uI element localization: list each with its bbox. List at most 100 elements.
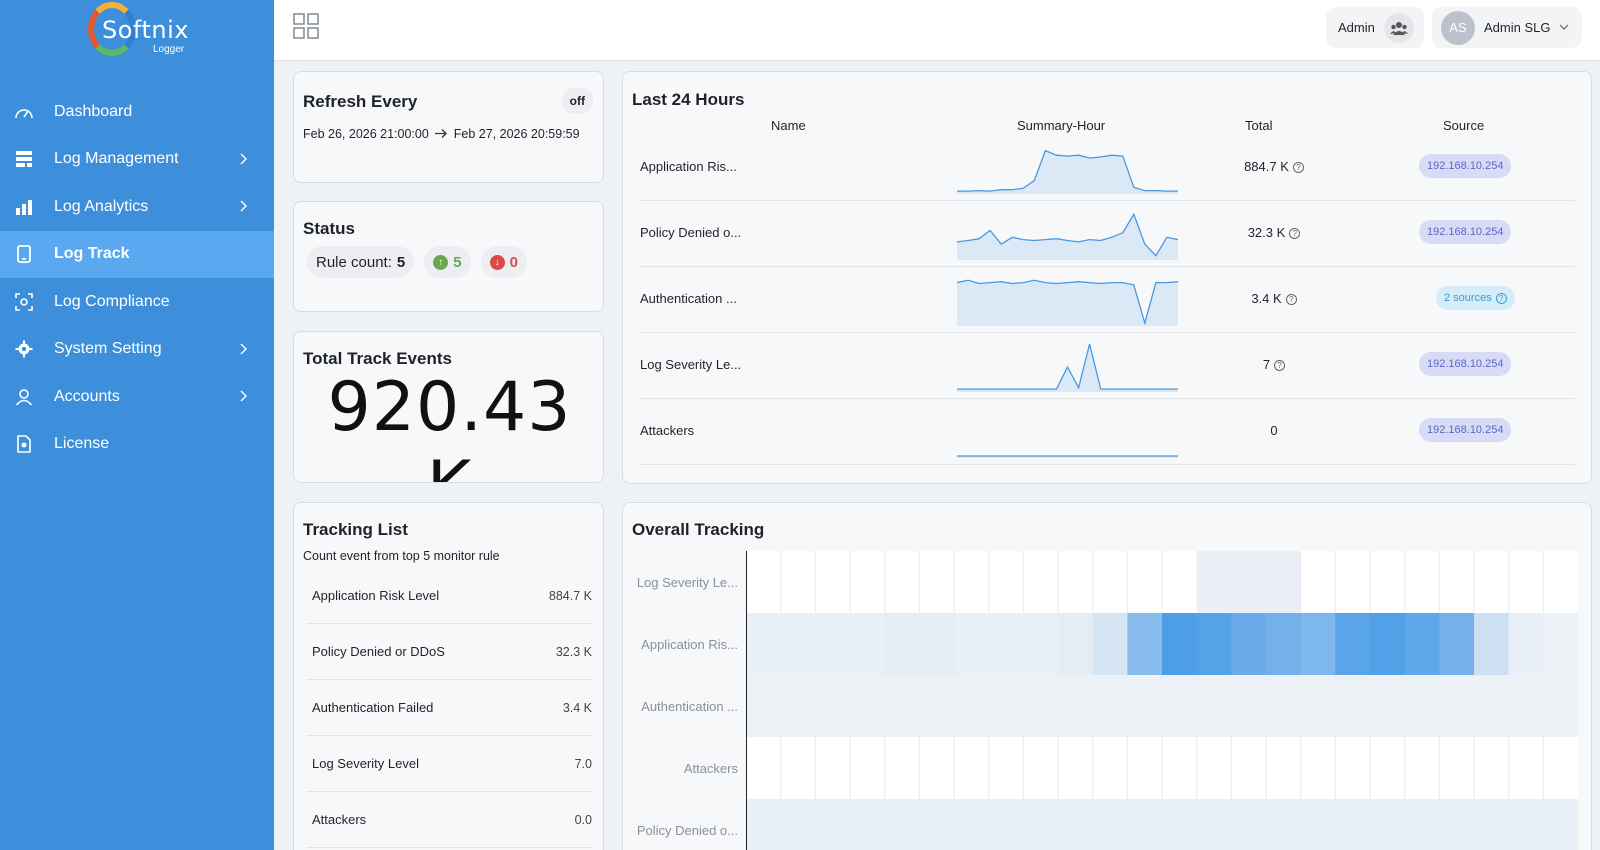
heatmap-cell	[1162, 551, 1198, 613]
list-item-value: 3.4 K	[562, 700, 592, 715]
heatmap-row-label: Authentication ...	[641, 699, 738, 714]
heatmap-cell	[988, 799, 1024, 850]
list-item[interactable]: Policy Denied or DDoS 32.3 K	[307, 624, 592, 680]
heatmap-cell	[988, 737, 1024, 799]
col-header-source: Source	[1443, 118, 1485, 133]
table-row[interactable]: Policy Denied o... 32.3 K? 192.168.10.254	[640, 201, 1575, 267]
refresh-card: Refresh Every off Feb 26, 2026 21:00:00 …	[293, 71, 604, 183]
heatmap-cell	[954, 675, 990, 737]
heatmap-cell	[988, 551, 1024, 613]
time-range[interactable]: Feb 26, 2026 21:00:00 Feb 27, 2026 20:59…	[303, 127, 580, 141]
heatmap-cell	[850, 613, 886, 675]
heatmap-cell	[954, 799, 990, 850]
list-item[interactable]: Log Severity Level 7.0	[307, 736, 592, 792]
sidebar-item-label: Accounts	[54, 387, 120, 405]
heatmap-cell	[1058, 551, 1094, 613]
row-total: 32.3 K?	[1185, 225, 1363, 240]
overall-heatmap	[746, 551, 1578, 850]
last-24-title: Last 24 Hours	[632, 90, 745, 109]
heatmap-cell	[1335, 799, 1371, 850]
source-badge[interactable]: 192.168.10.254	[1419, 352, 1512, 376]
sidebar-item-dashboard[interactable]: Dashboard	[0, 88, 274, 136]
heatmap-cell	[1508, 737, 1544, 799]
heatmap-cell	[1162, 613, 1198, 675]
heatmap-cell	[1231, 551, 1267, 613]
table-row[interactable]: Application Ris... 884.7 K? 192.168.10.254	[640, 135, 1575, 201]
heatmap-cell	[1439, 799, 1475, 850]
role-switcher-button[interactable]: Admin	[1326, 7, 1424, 48]
sidebar-item-license[interactable]: License	[0, 421, 274, 469]
heatmap-cell	[1023, 613, 1059, 675]
heatmap-cell	[1335, 551, 1371, 613]
sparkline-area	[957, 214, 1178, 260]
heatmap-cell	[1543, 799, 1578, 850]
sparkline-line	[957, 212, 1178, 257]
sidebar-item-log-analytics[interactable]: Log Analytics	[0, 183, 274, 231]
heatmap-cell	[919, 675, 955, 737]
source-badge[interactable]: 2 sources?	[1436, 286, 1515, 310]
source-badge[interactable]: 192.168.10.254	[1419, 418, 1512, 442]
heatmap-cell	[1266, 613, 1302, 675]
bar-chart-icon	[14, 197, 34, 217]
heatmap-cell	[919, 737, 955, 799]
heatmap-cell	[1162, 799, 1198, 850]
user-menu-button[interactable]: AS Admin SLG	[1432, 7, 1582, 48]
heatmap-cell	[1300, 551, 1336, 613]
sidebar-item-system-setting[interactable]: System Setting	[0, 326, 274, 374]
heatmap-cell	[1058, 799, 1094, 850]
heatmap-cell	[1508, 675, 1544, 737]
users-group-icon	[1384, 13, 1414, 43]
list-item[interactable]: Application Risk Level 884.7 K	[307, 568, 592, 624]
overall-tracking-card: Overall Tracking Log Severity Le... Appli…	[622, 502, 1592, 850]
heatmap-cell	[1404, 613, 1440, 675]
sidebar-item-log-management[interactable]: Log Management	[0, 136, 274, 184]
table-row[interactable]: Attackers 0 192.168.10.254	[640, 399, 1575, 465]
heatmap-cell	[1023, 551, 1059, 613]
heatmap-cell	[1439, 551, 1475, 613]
heatmap-cell	[1092, 799, 1128, 850]
source-text: 2 sources	[1444, 292, 1492, 304]
heatmap-cell	[884, 737, 920, 799]
row-name: Log Severity Le...	[640, 357, 742, 372]
list-item[interactable]: Attackers 0.0	[307, 792, 592, 848]
heatmap-cell	[954, 613, 990, 675]
heatmap-cell	[1370, 675, 1406, 737]
rules-up-badge: ↑ 5	[424, 246, 471, 278]
heatmap-cell	[1508, 613, 1544, 675]
row-name: Attackers	[640, 423, 695, 438]
user-name: Admin SLG	[1484, 20, 1551, 35]
help-icon[interactable]: ?	[1274, 360, 1286, 371]
sidebar-item-log-compliance[interactable]: Log Compliance	[0, 278, 274, 326]
row-name: Policy Denied o...	[640, 225, 742, 240]
table-row[interactable]: Authentication ... 3.4 K? 2 sources?	[640, 267, 1575, 333]
help-icon[interactable]: ?	[1285, 294, 1297, 305]
help-icon[interactable]: ?	[1289, 228, 1301, 239]
heatmap-cell	[1196, 613, 1232, 675]
heatmap-cell	[1127, 613, 1163, 675]
sparkline-area	[957, 150, 1178, 194]
heatmap-cell	[1508, 799, 1544, 850]
heatmap-cell	[1023, 737, 1059, 799]
heatmap-cell	[1543, 675, 1578, 737]
list-item-value: 32.3 K	[555, 644, 592, 659]
app-grid-icon[interactable]	[292, 12, 320, 40]
sidebar-item-label: Dashboard	[54, 102, 133, 120]
heatmap-cell	[1196, 737, 1232, 799]
table-row[interactable]: Log Severity Le... 7? 192.168.10.254	[640, 333, 1575, 399]
sidebar-item-accounts[interactable]: Accounts	[0, 373, 274, 421]
help-icon[interactable]: ?	[1292, 162, 1304, 173]
heatmap-row-label: Log Severity Le...	[636, 575, 738, 590]
list-item[interactable]: Authentication Failed 3.4 K	[307, 680, 592, 736]
row-total: 884.7 K?	[1185, 159, 1363, 174]
chevron-right-icon	[234, 340, 252, 358]
heatmap-cell	[1162, 737, 1198, 799]
heatmap-cell	[746, 613, 782, 675]
refresh-toggle[interactable]: off	[561, 88, 593, 114]
brand-logo[interactable]: Softnix Logger	[88, 2, 198, 58]
source-badge[interactable]: 192.168.10.254	[1419, 220, 1512, 244]
heatmap-cell	[1543, 737, 1578, 799]
heatmap-cell	[780, 799, 816, 850]
heatmap-cell	[780, 737, 816, 799]
source-badge[interactable]: 192.168.10.254	[1419, 154, 1512, 178]
sidebar-item-log-track[interactable]: Log Track	[0, 230, 274, 278]
